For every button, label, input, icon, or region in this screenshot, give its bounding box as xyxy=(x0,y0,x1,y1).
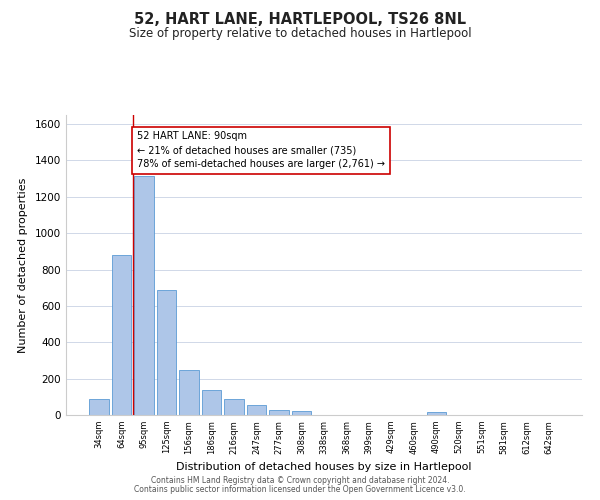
Bar xyxy=(269,410,289,415)
X-axis label: Distribution of detached houses by size in Hartlepool: Distribution of detached houses by size … xyxy=(176,462,472,472)
Bar xyxy=(134,176,154,415)
Bar xyxy=(89,399,109,415)
Text: 52 HART LANE: 90sqm
← 21% of detached houses are smaller (735)
78% of semi-detac: 52 HART LANE: 90sqm ← 21% of detached ho… xyxy=(137,132,385,170)
Bar xyxy=(427,412,446,415)
Bar xyxy=(202,390,221,415)
Bar xyxy=(112,255,131,415)
Bar xyxy=(292,411,311,415)
Text: Contains HM Land Registry data © Crown copyright and database right 2024.: Contains HM Land Registry data © Crown c… xyxy=(151,476,449,485)
Bar xyxy=(157,290,176,415)
Text: Size of property relative to detached houses in Hartlepool: Size of property relative to detached ho… xyxy=(128,28,472,40)
Bar xyxy=(247,405,266,415)
Text: Contains public sector information licensed under the Open Government Licence v3: Contains public sector information licen… xyxy=(134,485,466,494)
Bar xyxy=(224,399,244,415)
Text: 52, HART LANE, HARTLEPOOL, TS26 8NL: 52, HART LANE, HARTLEPOOL, TS26 8NL xyxy=(134,12,466,28)
Bar xyxy=(179,370,199,415)
Y-axis label: Number of detached properties: Number of detached properties xyxy=(18,178,28,352)
